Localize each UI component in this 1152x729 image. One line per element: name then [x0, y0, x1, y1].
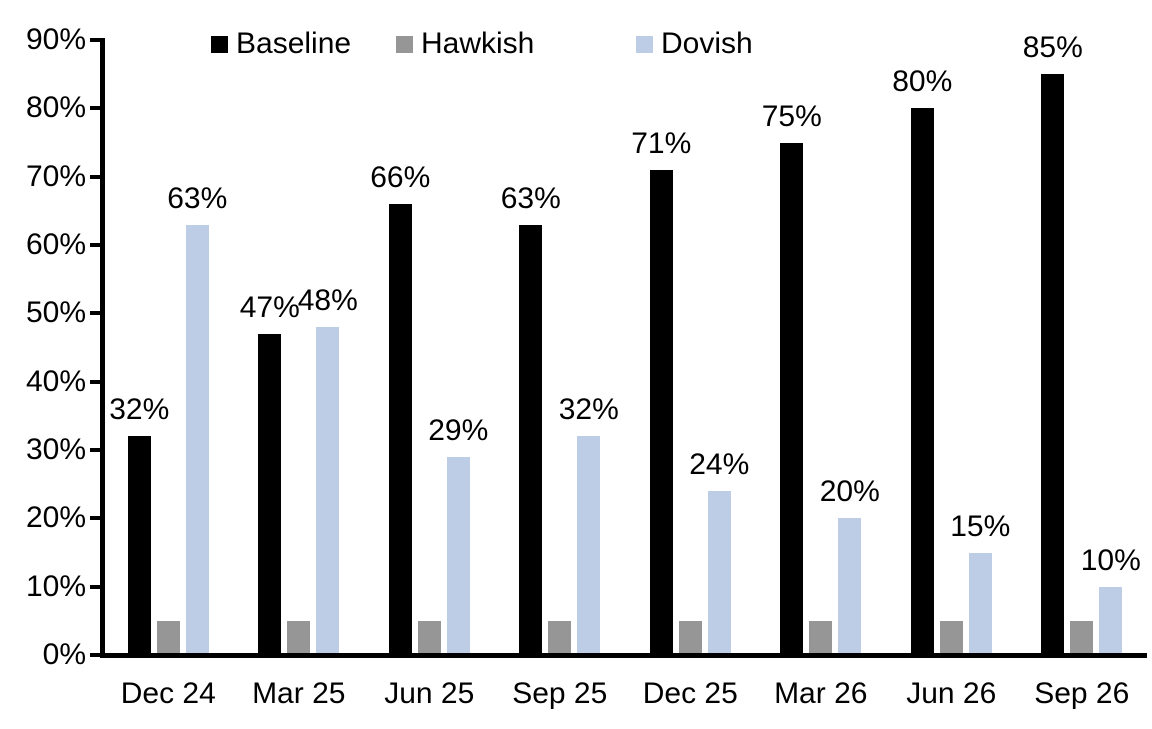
y-axis-tick-mark [90, 106, 105, 111]
y-axis-tick-mark [90, 448, 105, 452]
x-axis-category-label: Dec 24 [120, 677, 216, 710]
legend-swatch-dovish-icon [636, 35, 653, 53]
data-label-dovish: 15% [950, 509, 1011, 543]
data-label-dovish: 10% [1080, 543, 1141, 577]
bar-dovish-sep-26 [1099, 586, 1123, 655]
x-axis-category-label: Sep 25 [512, 677, 608, 710]
y-axis-tick-label: 50% [25, 296, 86, 330]
bar-baseline-sep-26 [1041, 74, 1065, 655]
y-axis-line [100, 38, 105, 657]
x-axis-category-label: Jun 26 [906, 677, 997, 710]
data-label-baseline: 66% [370, 161, 431, 194]
x-axis-category-label: Mar 25 [252, 677, 346, 710]
x-axis-line [100, 653, 1147, 658]
bar-dovish-dec-25 [707, 491, 731, 655]
y-axis-tick-label: 80% [25, 91, 86, 125]
y-axis-tick-mark [90, 379, 105, 384]
x-axis-category-label: Jun 25 [384, 677, 475, 710]
data-label-baseline: 85% [1022, 31, 1083, 65]
x-axis-category-label: Sep 26 [1034, 677, 1130, 710]
legend-swatch-hawkish-icon [396, 35, 413, 53]
bar-dovish-jun-26 [968, 552, 992, 655]
data-label-dovish: 63% [167, 181, 228, 215]
bar-baseline-sep-25 [519, 224, 543, 655]
data-label-baseline: 63% [500, 181, 561, 215]
data-label-baseline: 32% [109, 393, 170, 427]
x-axis-category-label: Dec 25 [642, 677, 738, 710]
y-axis-tick-mark [90, 584, 105, 589]
legend-label-baseline: Baseline [236, 27, 352, 60]
bar-hawkish-mar-26 [809, 620, 833, 655]
bar-hawkish-sep-25 [548, 620, 572, 655]
bar-baseline-dec-24 [127, 436, 151, 655]
bar-hawkish-sep-26 [1070, 620, 1094, 655]
legend-label-hawkish: Hawkish [421, 27, 535, 60]
data-label-dovish: 32% [558, 393, 619, 427]
data-label-dovish: 24% [689, 448, 750, 481]
y-axis-tick-mark [90, 311, 105, 316]
bar-baseline-mar-26 [780, 142, 804, 655]
data-label-baseline: 75% [761, 99, 822, 133]
bar-dovish-mar-26 [838, 518, 862, 655]
y-axis-tick-mark [90, 174, 105, 179]
x-axis-category-label: Mar 26 [774, 677, 868, 710]
legend-label-dovish: Dovish [661, 27, 753, 60]
bar-dovish-dec-24 [185, 224, 209, 655]
bar-hawkish-jun-26 [939, 620, 963, 655]
bar-hawkish-dec-24 [156, 620, 180, 655]
data-label-dovish: 20% [819, 475, 880, 509]
legend-item-baseline: Baseline [211, 26, 351, 62]
y-axis-tick-label: 40% [25, 364, 86, 398]
bar-dovish-sep-25 [577, 436, 601, 655]
y-axis-tick-label: 20% [25, 501, 86, 535]
y-axis-tick-label: 30% [25, 433, 86, 466]
legend-swatch-baseline-icon [211, 35, 228, 53]
bar-hawkish-mar-25 [287, 620, 311, 655]
data-label-dovish: 48% [297, 284, 358, 317]
y-axis-tick-label: 70% [25, 159, 86, 193]
bar-hawkish-dec-25 [678, 620, 702, 655]
bar-dovish-jun-25 [446, 456, 470, 655]
bar-hawkish-jun-25 [417, 620, 441, 655]
y-axis-tick-label: 0% [42, 638, 86, 671]
bar-baseline-dec-25 [649, 169, 673, 655]
bar-baseline-jun-26 [910, 108, 934, 655]
y-axis-tick-mark [90, 243, 105, 247]
legend-item-hawkish: Hawkish [396, 26, 534, 62]
y-axis-tick-mark [90, 653, 105, 657]
data-label-baseline: 71% [631, 126, 692, 160]
bar-baseline-jun-25 [388, 204, 412, 655]
data-label-baseline: 80% [892, 65, 953, 99]
y-axis-tick-mark [90, 516, 105, 521]
y-axis-tick-label: 60% [25, 228, 86, 261]
bar-dovish-mar-25 [316, 327, 340, 655]
legend-item-dovish: Dovish [636, 26, 753, 62]
y-axis-tick-label: 10% [25, 569, 86, 603]
y-axis-tick-label: 90% [25, 23, 86, 56]
y-axis-tick-mark [90, 38, 105, 42]
bar-baseline-mar-25 [258, 333, 282, 655]
data-label-dovish: 29% [428, 413, 489, 447]
data-label-baseline: 47% [239, 290, 300, 324]
